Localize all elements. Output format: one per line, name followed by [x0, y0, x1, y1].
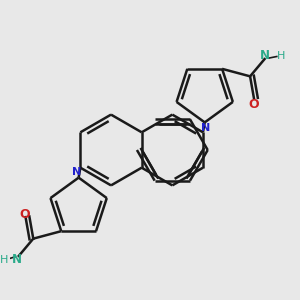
Text: O: O [19, 208, 29, 221]
Text: N: N [12, 253, 22, 266]
Text: N: N [201, 123, 210, 133]
Text: N: N [72, 167, 82, 177]
Text: H: H [0, 255, 8, 265]
Text: O: O [249, 98, 259, 111]
Text: H: H [277, 51, 285, 61]
Text: N: N [260, 50, 270, 62]
